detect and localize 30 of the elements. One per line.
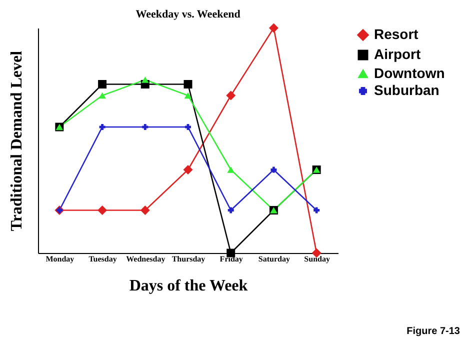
x-tick-label: Thursday: [172, 254, 206, 264]
point: [226, 90, 236, 100]
point: [228, 207, 234, 214]
point: [183, 165, 193, 174]
point: [314, 207, 320, 214]
legend-label: Resort: [374, 26, 419, 42]
x-tick-label: Monday: [46, 254, 74, 264]
point: [141, 76, 149, 83]
legend-label: Airport: [374, 46, 421, 62]
point: [184, 92, 192, 99]
point: [270, 166, 277, 173]
caption: Figure 7-13: [406, 326, 460, 337]
legend-label: Suburban: [374, 82, 440, 98]
point: [98, 80, 107, 88]
y-axis-title: Traditional Demand Level: [8, 50, 26, 232]
point: [98, 206, 108, 215]
point: [99, 124, 106, 130]
point: [140, 206, 150, 215]
point: [98, 92, 106, 99]
legend-label: Downtown: [374, 65, 445, 81]
chart-title: Weekday vs. Weekend: [136, 8, 240, 20]
x-tick-label: Tuesday: [88, 254, 117, 264]
x-tick-label: Wednesday: [126, 254, 166, 264]
point: [268, 23, 278, 33]
point: [227, 166, 235, 173]
x-tick-label: Sunday: [304, 254, 330, 264]
x-tick-label: Saturday: [258, 254, 290, 264]
x-axis-title: Days of the Week: [129, 278, 248, 294]
point: [184, 80, 192, 88]
point: [142, 124, 148, 130]
